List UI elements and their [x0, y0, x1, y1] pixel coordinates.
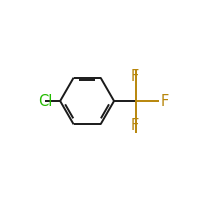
Text: F: F	[160, 94, 168, 108]
Text: Cl: Cl	[39, 94, 53, 108]
Text: F: F	[131, 118, 139, 133]
Text: F: F	[131, 69, 139, 84]
